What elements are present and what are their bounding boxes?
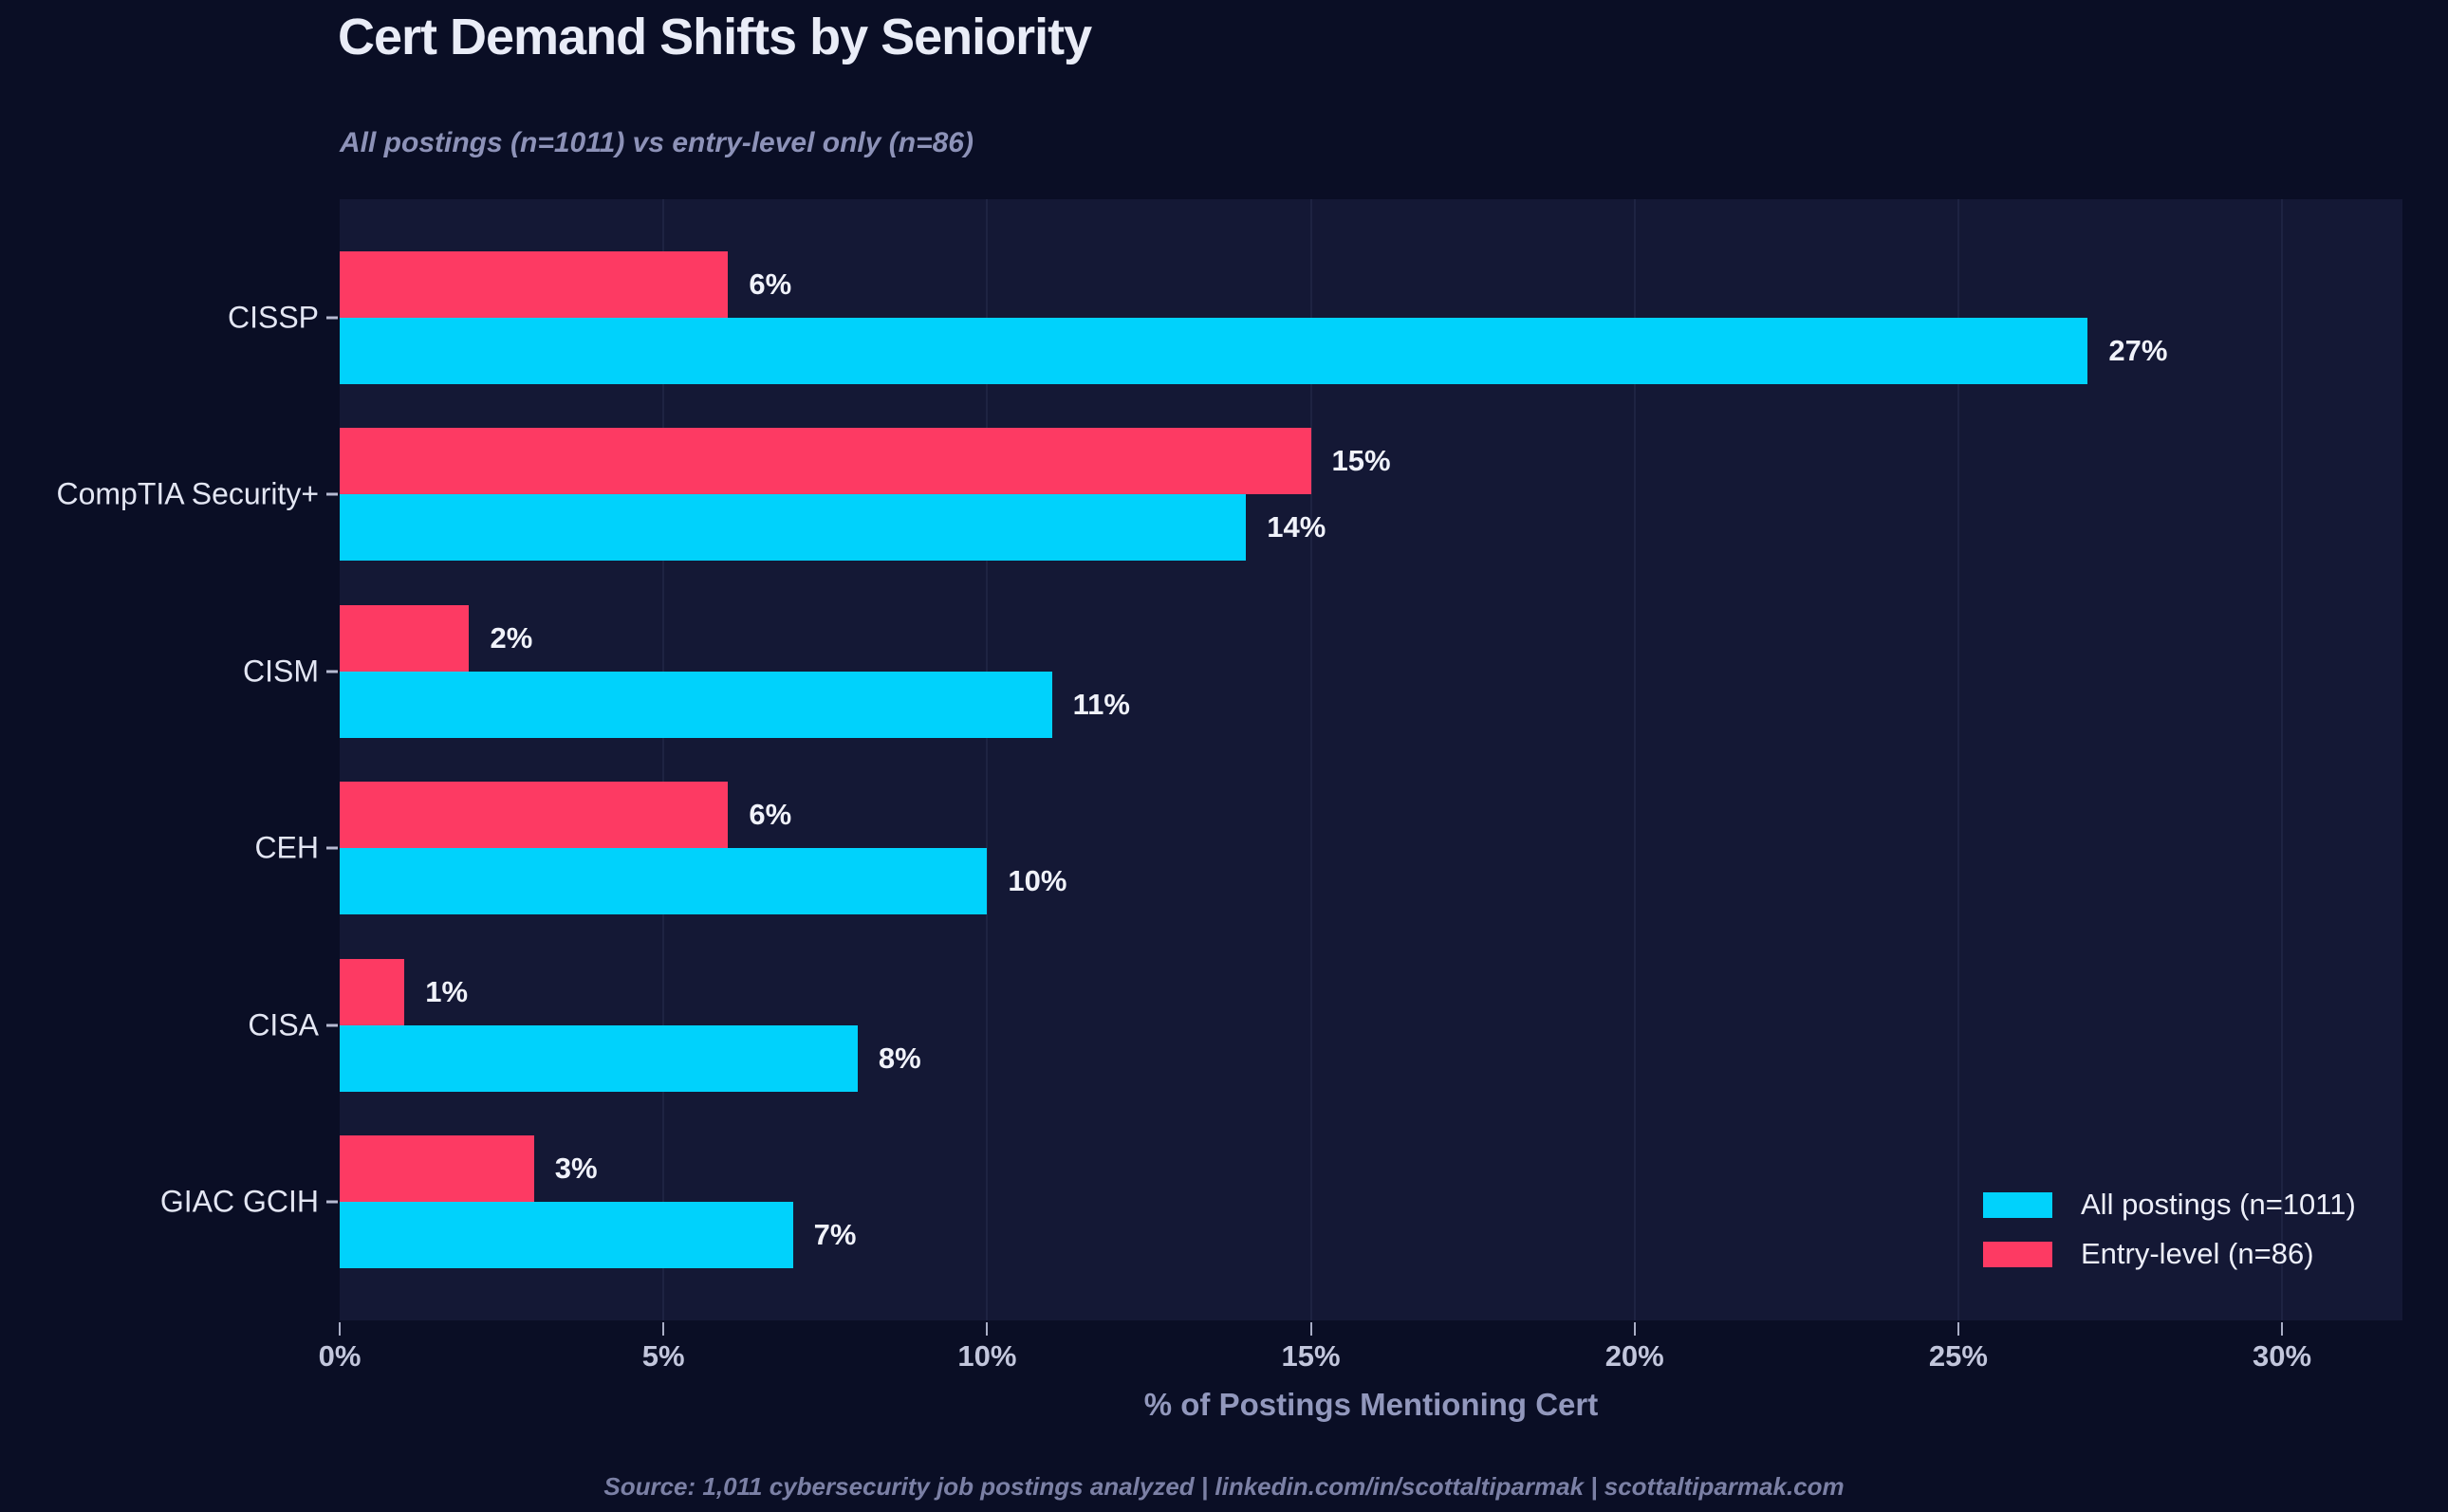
category-row-3: CISM 2% 11%: [0, 604, 2402, 738]
chart-title: Cert Demand Shifts by Seniority: [338, 9, 1092, 65]
value-label: 8%: [878, 1041, 921, 1075]
bar-entry-level-row: 2%: [340, 604, 2402, 672]
bar-all-postings: [340, 1024, 858, 1092]
bar-rows-container: CISSP 6% 27% CompTIA Security+ 15% 14% CISM 2% 1…: [0, 199, 2402, 1320]
bar-entry-level: [340, 1134, 534, 1202]
value-label: 3%: [554, 1151, 598, 1185]
bar-all-postings-row: 11%: [340, 671, 2402, 738]
x-tick-mark-0pct: [339, 1322, 341, 1336]
bar-all-postings-row: 14%: [340, 494, 2402, 562]
bar-all-postings-row: 27%: [340, 318, 2402, 384]
bar-all-postings: [340, 671, 1052, 738]
bar-all-postings: [340, 1201, 793, 1268]
category-label: GIAC GCIH: [159, 1184, 319, 1219]
category-row-5: CISA 1% 8%: [0, 958, 2402, 1092]
value-label: 27%: [2108, 334, 2168, 367]
bar-all-postings-row: 7%: [340, 1201, 2402, 1268]
bar-all-postings: [340, 848, 988, 915]
value-label: 6%: [749, 798, 792, 832]
x-tick-mark-10pct: [986, 1322, 989, 1336]
bar-pair: 2% 11%: [340, 604, 2402, 738]
bar-entry-level-row: 15%: [340, 428, 2402, 495]
bar-entry-level: [340, 251, 729, 318]
x-tick-mark-20pct: [1633, 1322, 1636, 1336]
bar-all-postings: [340, 318, 2088, 384]
category-row-4: CEH 6% 10%: [0, 782, 2402, 915]
gridline-25pct: [1957, 199, 1959, 1320]
bar-pair: 3% 7%: [340, 1134, 2402, 1268]
bar-pair: 1% 8%: [340, 958, 2402, 1092]
legend-swatch-entry-level: [1983, 1241, 2052, 1267]
bar-pair: 15% 14%: [340, 428, 2402, 562]
plot-area: [340, 199, 2402, 1320]
legend-swatch-all-postings: [1983, 1191, 2052, 1218]
legend: All postings (n=1011) Entry-level (n=86): [1983, 1188, 2356, 1271]
chart-region: CISSP 6% 27% CompTIA Security+ 15% 14% CISM 2% 1…: [0, 199, 2402, 1320]
legend-item-all-postings: All postings (n=1011): [1983, 1188, 2356, 1222]
x-axis: 0% 5% 10% 15% 20% 25% 30%: [319, 1320, 2402, 1387]
x-tick-label-30pct: 30%: [2253, 1339, 2312, 1373]
gridline-20pct: [1633, 199, 1636, 1320]
y-tick-mark: [326, 1023, 338, 1027]
x-tick-label-15pct: 15%: [1281, 1339, 1341, 1373]
x-tick-mark-30pct: [2281, 1322, 2284, 1336]
legend-item-entry-level: Entry-level (n=86): [1983, 1237, 2356, 1271]
bar-entry-level: [340, 604, 470, 672]
x-tick-label-0pct: 0%: [318, 1339, 362, 1373]
x-tick-label-10pct: 10%: [957, 1339, 1017, 1373]
category-row-1: CISSP 6% 27%: [0, 251, 2402, 384]
value-label: 11%: [1072, 687, 1130, 721]
value-label: 6%: [749, 267, 792, 301]
bar-entry-level: [340, 958, 405, 1025]
category-label: CISSP: [227, 300, 319, 335]
value-label: 1%: [425, 974, 469, 1008]
x-tick-mark-15pct: [1309, 1322, 1312, 1336]
legend-label-entry-level: Entry-level (n=86): [2081, 1237, 2314, 1270]
y-tick-mark: [326, 316, 338, 320]
bar-entry-level: [340, 428, 1311, 495]
y-tick-mark: [326, 492, 338, 496]
chart-subtitle: All postings (n=1011) vs entry-level onl…: [340, 127, 974, 158]
x-tick-mark-25pct: [1957, 1322, 1959, 1336]
x-tick-label-5pct: 5%: [641, 1339, 685, 1373]
gridline-15pct: [1309, 199, 1312, 1320]
x-axis-label: % of Postings Mentioning Cert: [1143, 1387, 1599, 1422]
category-row-6: GIAC GCIH 3% 7%: [0, 1134, 2402, 1268]
x-tick-label-20pct: 20%: [1604, 1339, 1664, 1373]
category-label: CISM: [243, 654, 319, 689]
category-label: CISA: [248, 1007, 319, 1042]
value-label: 2%: [490, 620, 533, 655]
category-row-2: CompTIA Security+ 15% 14%: [0, 428, 2402, 562]
bar-entry-level-row: 3%: [340, 1134, 2402, 1202]
y-tick-mark: [326, 670, 338, 673]
bar-pair: 6% 27%: [340, 251, 2402, 384]
y-tick-mark: [326, 846, 338, 850]
value-label: 7%: [813, 1217, 857, 1251]
bar-entry-level: [340, 782, 729, 849]
bar-all-postings-row: 10%: [340, 848, 2402, 915]
bar-entry-level-row: 6%: [340, 251, 2402, 318]
value-label: 14%: [1267, 510, 1326, 544]
category-label: CompTIA Security+: [56, 476, 319, 511]
bar-pair: 6% 10%: [340, 782, 2402, 915]
legend-label-all-postings: All postings (n=1011): [2081, 1188, 2356, 1221]
bar-entry-level-row: 6%: [340, 782, 2402, 849]
x-tick-label-25pct: 25%: [1928, 1339, 1988, 1373]
source-footer: Source: 1,011 cybersecurity job postings…: [603, 1472, 1845, 1501]
bar-all-postings-row: 8%: [340, 1024, 2402, 1092]
gridline-10pct: [986, 199, 989, 1320]
value-label: 10%: [1008, 864, 1067, 898]
x-tick-mark-5pct: [662, 1322, 665, 1336]
bar-all-postings: [340, 494, 1247, 562]
value-label: 15%: [1331, 444, 1391, 478]
gridline-5pct: [662, 199, 665, 1320]
gridline-30pct: [2281, 199, 2284, 1320]
y-tick-mark: [326, 1200, 338, 1204]
category-label: CEH: [254, 830, 319, 865]
bar-entry-level-row: 1%: [340, 958, 2402, 1025]
